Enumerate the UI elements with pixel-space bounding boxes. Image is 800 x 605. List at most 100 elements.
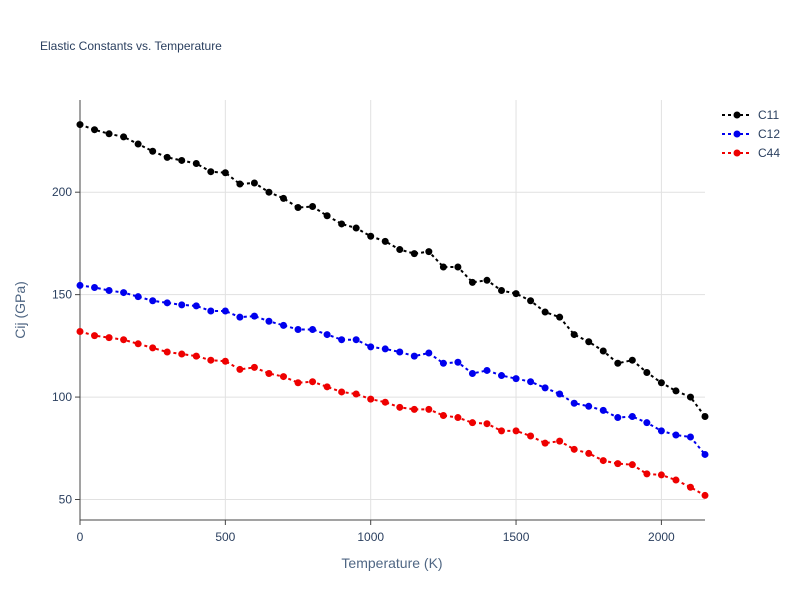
- data-point-c12: [221, 307, 229, 315]
- data-point-c12: [672, 431, 680, 439]
- data-point-c12: [178, 301, 186, 309]
- data-point-c11: [672, 387, 680, 395]
- y-tick-label: 200: [52, 185, 72, 199]
- data-point-c11: [628, 356, 636, 364]
- data-point-c12: [512, 375, 520, 383]
- data-point-c44: [454, 414, 462, 422]
- data-point-c12: [323, 331, 331, 339]
- data-point-c44: [279, 373, 287, 381]
- data-point-c11: [396, 246, 404, 254]
- data-point-c11: [570, 331, 578, 339]
- data-point-c44: [236, 365, 244, 373]
- data-point-c44: [250, 363, 258, 371]
- data-point-c12: [585, 402, 593, 410]
- data-point-c44: [628, 461, 636, 469]
- data-point-c12: [410, 352, 418, 360]
- data-point-c44: [221, 357, 229, 365]
- data-point-c44: [396, 403, 404, 411]
- data-point-c12: [686, 433, 694, 441]
- data-point-c44: [192, 352, 200, 360]
- series-line-c44: [79, 330, 706, 497]
- plot-area: [76, 121, 709, 499]
- data-point-c11: [599, 347, 607, 355]
- data-point-c12: [468, 370, 476, 378]
- axes: [75, 100, 705, 525]
- data-point-c44: [498, 427, 506, 435]
- data-point-c44: [701, 491, 709, 499]
- data-point-c11: [76, 121, 84, 129]
- chart-title: Elastic Constants vs. Temperature: [40, 39, 222, 53]
- data-point-c12: [367, 343, 375, 351]
- data-point-c44: [265, 370, 273, 378]
- data-point-c11: [425, 248, 433, 256]
- data-point-c12: [207, 307, 215, 315]
- data-point-c44: [483, 420, 491, 428]
- legend-item-c11[interactable]: C11: [722, 108, 779, 122]
- data-point-c12: [294, 325, 302, 333]
- data-point-c44: [309, 378, 317, 386]
- data-point-c12: [701, 450, 709, 458]
- legend-item-c44[interactable]: C44: [722, 146, 780, 160]
- data-point-c12: [439, 359, 447, 367]
- data-point-c44: [643, 470, 651, 478]
- data-point-c12: [381, 345, 389, 353]
- data-point-c12: [643, 419, 651, 427]
- data-point-c11: [352, 224, 360, 232]
- data-point-c44: [149, 344, 157, 352]
- x-tick-label: 0: [77, 530, 84, 544]
- data-point-c11: [163, 153, 171, 161]
- tick-labels: 0 500 1000 1500 2000 50 100 150 200: [52, 185, 675, 544]
- data-point-c11: [468, 278, 476, 286]
- data-point-c11: [483, 276, 491, 284]
- legend[interactable]: C11 C12 C44: [722, 108, 780, 160]
- data-point-c11: [236, 180, 244, 188]
- data-point-c44: [134, 340, 142, 348]
- data-point-c12: [134, 293, 142, 301]
- data-point-c12: [454, 358, 462, 366]
- data-point-c44: [512, 427, 520, 435]
- data-point-c11: [294, 204, 302, 212]
- data-point-c12: [352, 336, 360, 344]
- data-point-c11: [149, 147, 157, 155]
- data-point-c11: [279, 194, 287, 202]
- data-point-c12: [527, 378, 535, 386]
- data-point-c44: [178, 350, 186, 358]
- data-point-c11: [439, 263, 447, 271]
- legend-label: C11: [758, 108, 779, 122]
- data-point-c44: [163, 348, 171, 356]
- data-point-c11: [323, 212, 331, 220]
- data-point-c12: [556, 390, 564, 398]
- data-point-c11: [207, 168, 215, 176]
- data-point-c44: [410, 405, 418, 413]
- x-axis-title: Temperature (K): [341, 555, 442, 571]
- data-point-c11: [585, 338, 593, 346]
- data-point-c11: [309, 203, 317, 211]
- data-point-c44: [338, 388, 346, 396]
- data-point-c44: [556, 437, 564, 445]
- data-point-c11: [541, 308, 549, 316]
- legend-label: C44: [758, 146, 780, 160]
- data-point-c12: [105, 287, 113, 295]
- data-point-c44: [120, 336, 128, 344]
- data-point-c11: [686, 393, 694, 401]
- legend-swatch-marker: [733, 111, 741, 119]
- data-point-c11: [265, 188, 273, 196]
- data-point-c44: [91, 332, 99, 340]
- data-point-c12: [192, 302, 200, 310]
- legend-item-c12[interactable]: C12: [722, 127, 780, 141]
- data-point-c11: [701, 413, 709, 421]
- data-point-c12: [483, 366, 491, 374]
- data-point-c11: [381, 237, 389, 245]
- data-point-c44: [352, 390, 360, 398]
- data-point-c12: [498, 372, 506, 380]
- data-point-c44: [294, 379, 302, 387]
- gridlines: [80, 100, 705, 520]
- y-axis-title: Cij (GPa): [12, 281, 28, 339]
- data-point-c11: [643, 368, 651, 376]
- data-point-c12: [338, 336, 346, 344]
- data-point-c12: [265, 317, 273, 325]
- y-tick-label: 50: [59, 493, 73, 507]
- data-point-c12: [541, 384, 549, 392]
